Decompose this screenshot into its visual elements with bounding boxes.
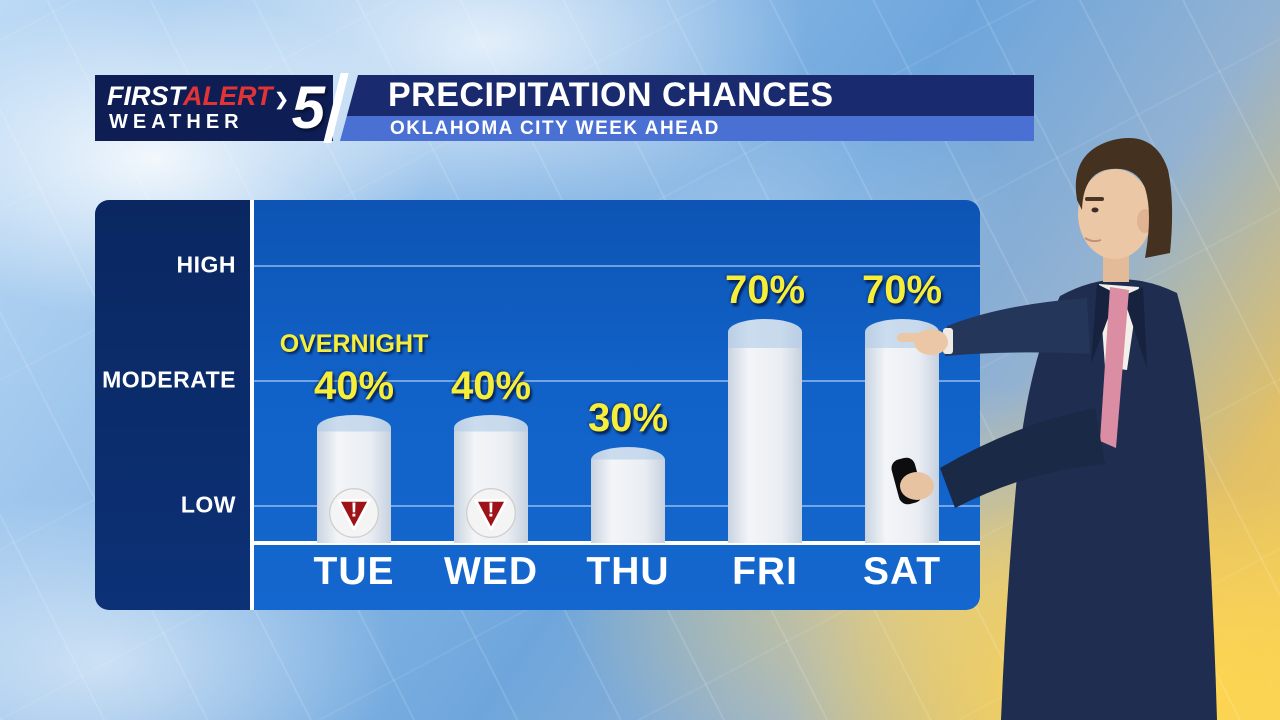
presenter-tie <box>1100 287 1129 448</box>
presenter-clicker-hand <box>900 472 934 500</box>
bar-group-fri: 70% FRI <box>697 200 833 610</box>
warning-icon-wed: ! <box>464 486 518 540</box>
annotation-overnight: OVERNIGHT <box>279 330 429 358</box>
presenter-eye <box>1091 207 1099 213</box>
presenter-hair <box>1075 138 1173 258</box>
gridline <box>254 380 980 382</box>
page-subtitle: OKLAHOMA CITY WEEK AHEAD <box>340 116 1034 141</box>
logo-line1: FIRSTALERT ❯ <box>107 81 289 112</box>
bar-group-wed: 40%! WED <box>423 200 559 610</box>
bar-sat <box>865 319 939 543</box>
value-label-sat: 70% <box>861 268 943 312</box>
page-title: PRECIPITATION CHANCES <box>340 75 1034 116</box>
logo-weather: WEATHER <box>109 111 244 133</box>
bar-thu <box>591 447 665 543</box>
header-title-block: PRECIPITATION CHANCES OKLAHOMA CITY WEEK… <box>340 75 1034 141</box>
bar-group-thu: 30% THU <box>560 200 696 610</box>
svg-text:!: ! <box>488 499 495 522</box>
presenter-lapel-right <box>1123 287 1147 368</box>
precipitation-chart: HIGH MODERATE LOW OVERNIGHT 40%! TUE 40%! WED 3… <box>95 200 980 610</box>
y-tick-moderate: MODERATE <box>102 366 236 393</box>
day-label-wed: WED <box>444 550 538 593</box>
warning-icon-tue: ! <box>327 486 381 540</box>
bar-fri <box>728 319 802 543</box>
presenter-pointing-finger <box>897 333 933 342</box>
value-label-fri: 70% <box>724 268 806 312</box>
chevron-right-icon: ❯ <box>274 90 289 109</box>
gridline <box>254 265 980 267</box>
day-label-tue: TUE <box>313 550 395 593</box>
y-tick-low: LOW <box>180 491 236 518</box>
bar-group-tue: OVERNIGHT 40%! TUE <box>280 200 429 610</box>
presenter-lower-arm <box>940 408 1105 508</box>
day-label-thu: THU <box>586 550 670 593</box>
logo-alert: ALERT <box>183 81 273 111</box>
presenter-pointing-arm <box>945 298 1090 356</box>
presenter-face <box>1078 169 1152 259</box>
day-label-fri: FRI <box>732 550 798 593</box>
y-tick-high: HIGH <box>176 251 236 278</box>
value-label-thu: 30% <box>587 396 669 440</box>
logo-first: FIRST <box>107 81 183 111</box>
station-logo: FIRSTALERT ❯ WEATHER 5 <box>95 75 333 141</box>
y-axis-panel: HIGH MODERATE LOW <box>95 200 252 610</box>
y-axis-divider <box>250 200 254 610</box>
value-label-tue: 40% <box>313 364 395 408</box>
presenter-eyebrow <box>1085 197 1104 201</box>
presenter-suit <box>1001 279 1217 720</box>
day-label-sat: SAT <box>862 550 942 593</box>
svg-text:!: ! <box>351 499 358 522</box>
channel-number: 5 <box>291 74 325 141</box>
presenter-mouth <box>1084 237 1102 243</box>
plot-area: OVERNIGHT 40%! TUE 40%! WED 30% THU 70% FRI 70% SA… <box>254 200 980 610</box>
value-label-wed: 40% <box>450 364 532 408</box>
weather-presenter <box>891 138 1217 720</box>
bar-group-sat: 70% SAT <box>834 200 970 610</box>
x-axis-baseline <box>254 541 980 545</box>
